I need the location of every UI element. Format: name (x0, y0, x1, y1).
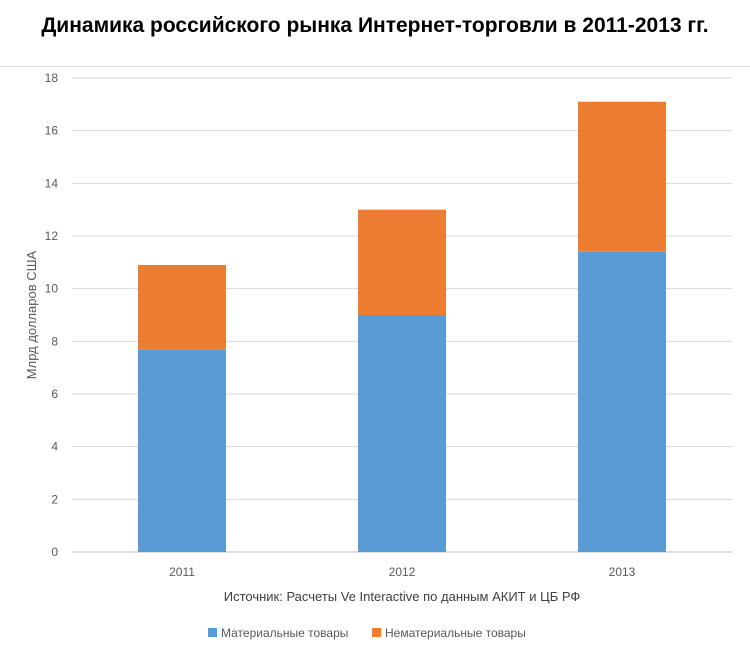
bars (138, 101, 666, 553)
x-tick-label: 2012 (389, 565, 416, 579)
x-tick-label: 2013 (609, 565, 636, 579)
y-axis-title: Млрд долларов США (24, 250, 39, 379)
legend: Материальные товары Нематериальные товары (208, 626, 526, 640)
y-tick-label: 18 (45, 71, 59, 85)
bar-2011-series-0 (138, 349, 226, 552)
bar-2011-series-1 (138, 264, 226, 350)
x-tick-label: 2011 (169, 565, 195, 579)
y-tick-label: 16 (45, 124, 59, 138)
legend-label: Нематериальные товары (385, 626, 526, 640)
bar-2013-series-0 (578, 251, 666, 553)
bar-2012-series-0 (358, 315, 446, 552)
y-tick-label: 6 (51, 387, 58, 401)
chart-title: Динамика российского рынка Интернет-торг… (41, 14, 709, 37)
y-tick-label: 0 (51, 545, 58, 559)
bar-2012-series-1 (358, 209, 446, 315)
y-tick-label: 10 (45, 282, 59, 296)
y-tick-label: 14 (45, 176, 59, 190)
y-tick-label: 2 (51, 492, 58, 506)
legend-swatch (208, 628, 217, 637)
source-note: Источник: Расчеты Ve Interactive по данн… (224, 589, 581, 604)
y-tick-label: 8 (51, 334, 58, 348)
legend-swatch (372, 628, 381, 637)
y-tick-label: 4 (51, 440, 58, 454)
y-tick-labels: 0 2 4 6 8 10 12 14 16 18 (45, 71, 59, 559)
bar-2013-series-1 (578, 101, 666, 252)
x-tick-labels: 2011 2012 2013 (169, 565, 636, 579)
y-tick-label: 12 (45, 229, 59, 243)
legend-label: Материальные товары (221, 626, 348, 640)
